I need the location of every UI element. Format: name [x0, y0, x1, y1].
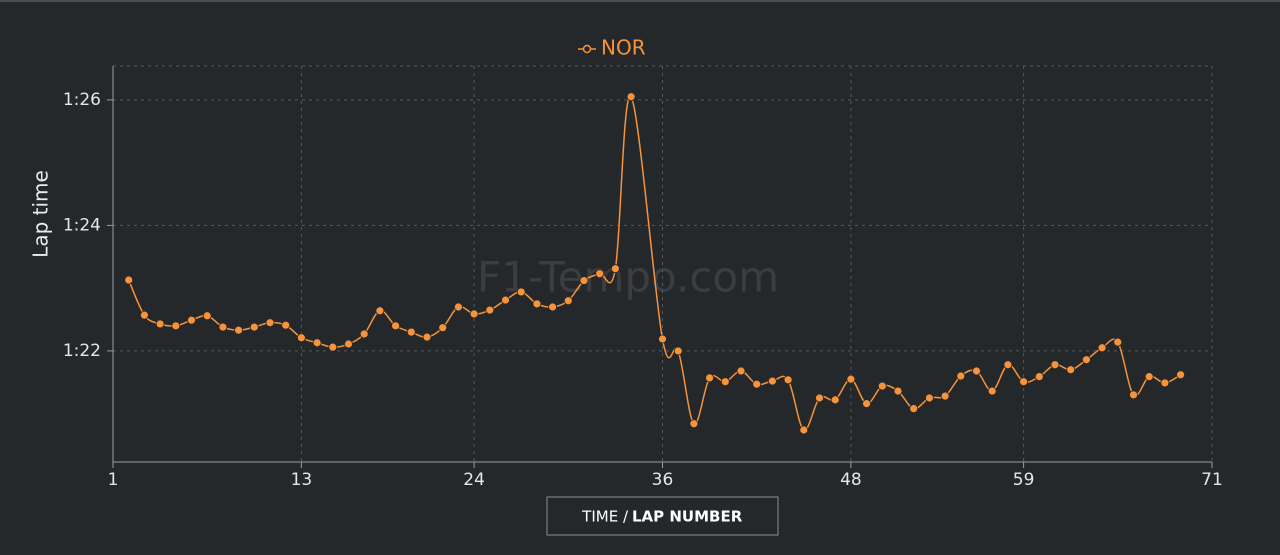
- data-point: [579, 276, 589, 286]
- data-point: [548, 302, 557, 312]
- data-point: [752, 379, 762, 389]
- data-point: [768, 376, 777, 386]
- data-point: [1050, 360, 1060, 370]
- data-point: [1176, 370, 1185, 380]
- x-axis-label-prefix: TIME /: [581, 508, 629, 526]
- data-point: [956, 371, 966, 381]
- data-point: [485, 305, 495, 315]
- data-point: [626, 92, 636, 102]
- data-point: [281, 320, 291, 330]
- data-point: [815, 393, 824, 403]
- data-point: [673, 346, 683, 356]
- data-point: [155, 319, 165, 329]
- y-axis-label: Lap time: [29, 170, 53, 258]
- x-tick-label: 24: [463, 470, 485, 490]
- data-point: [202, 311, 212, 321]
- data-point: [469, 309, 479, 319]
- x-tick-label: 13: [291, 470, 313, 490]
- y-tick-label: 1:22: [63, 341, 101, 361]
- data-point: [563, 296, 573, 306]
- data-point: [234, 325, 244, 335]
- data-point: [658, 334, 667, 344]
- data-point: [391, 321, 401, 331]
- legend-marker: [582, 44, 592, 54]
- data-point: [783, 375, 793, 385]
- x-tick-label: 71: [1201, 470, 1223, 490]
- data-point: [328, 342, 338, 352]
- data-point: [987, 386, 997, 396]
- data-point: [532, 299, 542, 309]
- data-point: [736, 366, 746, 376]
- data-point: [1160, 378, 1170, 388]
- data-point: [611, 264, 620, 274]
- data-point: [862, 399, 871, 409]
- series-line: [128, 95, 1181, 431]
- data-point: [925, 393, 934, 403]
- data-point: [893, 386, 903, 396]
- data-point: [909, 404, 919, 414]
- data-point: [375, 306, 385, 316]
- x-label-box: [546, 496, 779, 536]
- data-point: [1082, 355, 1091, 365]
- x-tick-label: 1: [108, 470, 119, 490]
- data-point: [972, 366, 981, 376]
- y-tick-label: 1:26: [63, 90, 101, 110]
- data-point: [799, 425, 809, 435]
- data-point: [438, 323, 448, 333]
- data-point: [830, 395, 840, 405]
- data-point: [1003, 360, 1013, 370]
- data-point: [1129, 390, 1138, 400]
- data-point: [877, 381, 887, 391]
- data-point: [1144, 372, 1154, 382]
- x-axis-label: LAP NUMBER: [632, 508, 743, 526]
- data-point: [689, 419, 699, 429]
- x-tick-label: 48: [840, 470, 862, 490]
- data-point: [139, 310, 149, 320]
- data-point: [705, 373, 714, 383]
- data-point: [940, 391, 950, 401]
- data-point: [406, 327, 416, 337]
- data-point: [171, 321, 181, 331]
- watermark: F1-Tempo.com: [477, 253, 779, 302]
- data-point: [218, 322, 228, 332]
- data-point: [453, 302, 463, 312]
- data-point: [1113, 337, 1123, 347]
- data-point: [344, 339, 353, 349]
- data-point: [422, 332, 432, 342]
- data-point: [595, 269, 605, 279]
- data-point: [296, 333, 306, 343]
- x-tick-label: 59: [1013, 470, 1035, 490]
- data-point: [1019, 377, 1028, 387]
- data-point: [187, 315, 196, 325]
- data-point: [124, 275, 134, 285]
- data-point: [312, 338, 322, 348]
- data-point: [516, 287, 526, 297]
- data-point: [1066, 365, 1076, 375]
- data-point: [846, 374, 856, 384]
- legend-label: NOR: [601, 36, 646, 60]
- data-point: [720, 377, 730, 387]
- y-tick-label: 1:24: [63, 215, 101, 235]
- data-point: [249, 322, 259, 332]
- data-point: [359, 329, 369, 339]
- data-point: [265, 318, 275, 328]
- data-point: [1034, 372, 1044, 382]
- x-tick-label: 36: [652, 470, 674, 490]
- data-point: [501, 295, 510, 305]
- data-point: [1097, 343, 1107, 353]
